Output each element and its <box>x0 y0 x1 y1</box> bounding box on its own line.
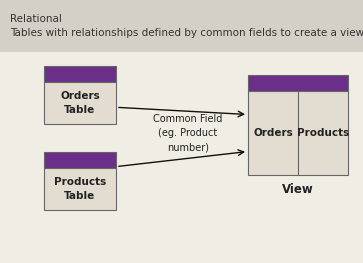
Bar <box>248 91 348 175</box>
Text: Products
Table: Products Table <box>54 177 106 201</box>
Text: Orders: Orders <box>253 128 293 138</box>
Text: Products: Products <box>297 128 349 138</box>
Bar <box>248 75 348 91</box>
Bar <box>44 82 116 124</box>
Text: Tables with relationships defined by common fields to create a view: Tables with relationships defined by com… <box>10 28 363 38</box>
Bar <box>44 152 116 168</box>
Text: Common Field
(eg. Product
number): Common Field (eg. Product number) <box>153 114 223 152</box>
Text: Orders
Table: Orders Table <box>60 91 100 115</box>
Text: Relational: Relational <box>10 14 62 24</box>
Bar <box>44 168 116 210</box>
Bar <box>44 66 116 82</box>
Bar <box>0 0 363 52</box>
Text: View: View <box>282 183 314 196</box>
